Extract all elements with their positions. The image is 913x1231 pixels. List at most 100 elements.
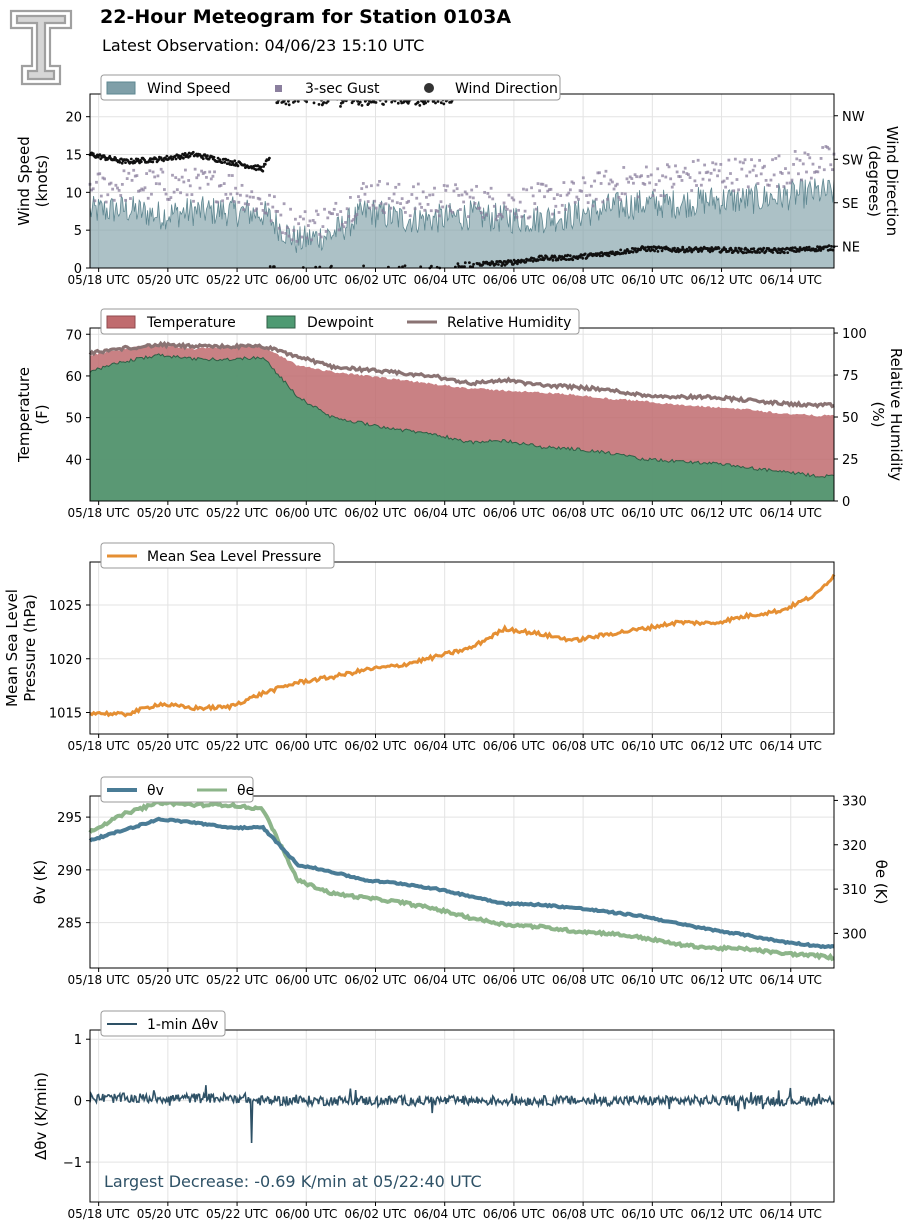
x-tick-label: 06/10 UTC xyxy=(621,506,683,520)
gust-point xyxy=(431,193,435,197)
gust-point xyxy=(253,209,257,213)
gust-point xyxy=(763,164,766,168)
gust-point xyxy=(279,213,283,217)
gust-point xyxy=(303,210,307,214)
gust-point xyxy=(342,225,346,229)
x-tick-label: 06/14 UTC xyxy=(760,1207,822,1221)
gust-point xyxy=(598,171,601,175)
wind-direction-point xyxy=(736,251,740,254)
gust-point xyxy=(633,173,637,177)
gust-point xyxy=(577,197,580,201)
wind-direction-point xyxy=(236,164,240,168)
x-tick-label: 06/02 UTC xyxy=(344,1207,406,1221)
gust-point xyxy=(386,182,389,186)
wind-direction-point xyxy=(649,245,653,249)
gust-point xyxy=(334,201,338,205)
gust-point xyxy=(699,183,703,187)
gust-point xyxy=(258,197,262,201)
gust-point xyxy=(213,170,216,174)
gust-point xyxy=(473,202,477,205)
gust-point xyxy=(308,219,312,223)
gust-point xyxy=(394,185,398,189)
panel-wind: 05/18 UTC 05/20 UTC 05/22 UTC 06/00 UTC 06/0… xyxy=(15,74,901,287)
gust-point xyxy=(513,212,517,216)
wind-direction-point xyxy=(261,169,265,173)
wind-direction-point xyxy=(358,100,362,104)
gust-point xyxy=(426,203,430,206)
gust-point xyxy=(800,178,804,182)
wind-direction-point xyxy=(755,251,759,254)
wind-direction-point xyxy=(442,102,446,106)
wind-direction-point xyxy=(374,101,378,104)
gust-point xyxy=(680,179,684,182)
gust-point xyxy=(712,168,716,172)
x-tick-label: 05/18 UTC xyxy=(68,1207,130,1221)
gust-point xyxy=(583,181,587,185)
y2-tick-label: 330 xyxy=(842,794,867,809)
wind-direction-point xyxy=(816,245,819,249)
gust-point xyxy=(434,209,438,212)
legend-swatch xyxy=(424,83,434,93)
gust-point xyxy=(544,184,548,188)
wind-direction-point xyxy=(516,262,519,266)
wind-direction-point xyxy=(186,153,189,157)
wind-direction-point xyxy=(494,262,498,266)
x-tick-label: 06/00 UTC xyxy=(275,973,337,987)
gust-point xyxy=(446,184,449,188)
wind-direction-point xyxy=(124,161,127,165)
gust-point xyxy=(137,189,140,193)
wind-direction-point xyxy=(317,103,321,106)
gust-point xyxy=(387,197,391,200)
gust-point xyxy=(192,199,195,203)
gust-point xyxy=(326,216,330,220)
gust-point xyxy=(685,172,689,175)
wind-direction-point xyxy=(154,157,158,161)
gust-point xyxy=(522,187,525,191)
wind-direction-point xyxy=(805,246,809,249)
gust-point xyxy=(140,187,144,191)
gust-point xyxy=(497,212,501,216)
x-tick-label: 05/18 UTC xyxy=(68,506,130,520)
gust-point xyxy=(509,209,512,213)
x-tick-label: 06/00 UTC xyxy=(275,739,337,753)
gust-point xyxy=(606,197,609,201)
gust-point xyxy=(347,214,351,218)
gust-point xyxy=(609,178,613,182)
dewpoint-area xyxy=(90,353,834,501)
gust-point xyxy=(331,212,335,216)
wind-direction-point xyxy=(284,102,288,106)
gust-point xyxy=(295,239,299,243)
x-tick-label: 06/12 UTC xyxy=(690,973,752,987)
gust-point xyxy=(630,177,634,180)
wind-direction-point xyxy=(762,246,766,250)
gust-point xyxy=(175,188,179,192)
y2-tick-label: 75 xyxy=(842,369,859,384)
gust-point xyxy=(698,171,702,175)
gust-point xyxy=(360,187,364,190)
gust-point xyxy=(488,195,491,199)
gust-point xyxy=(327,210,331,214)
gust-point xyxy=(764,178,768,182)
gust-point xyxy=(371,203,375,207)
gust-point xyxy=(455,187,459,191)
gust-point xyxy=(628,175,632,179)
gust-point xyxy=(769,178,773,182)
wind-direction-point xyxy=(607,254,611,258)
gust-point xyxy=(483,190,487,194)
gust-point xyxy=(570,180,574,184)
wind-direction-point xyxy=(263,162,267,166)
gust-point xyxy=(182,180,186,184)
gust-point xyxy=(589,184,593,188)
gust-point xyxy=(751,168,755,172)
wind-direction-point xyxy=(165,154,169,158)
gust-point xyxy=(578,189,582,193)
wind-direction-point xyxy=(396,101,400,105)
gust-point xyxy=(480,211,483,215)
gust-point xyxy=(112,198,116,202)
theta-v-line xyxy=(88,816,835,950)
gust-point xyxy=(122,169,126,173)
gust-point xyxy=(187,179,191,182)
gust-point xyxy=(491,197,495,201)
gust-point xyxy=(591,204,595,208)
wind-direction-point xyxy=(382,103,385,106)
